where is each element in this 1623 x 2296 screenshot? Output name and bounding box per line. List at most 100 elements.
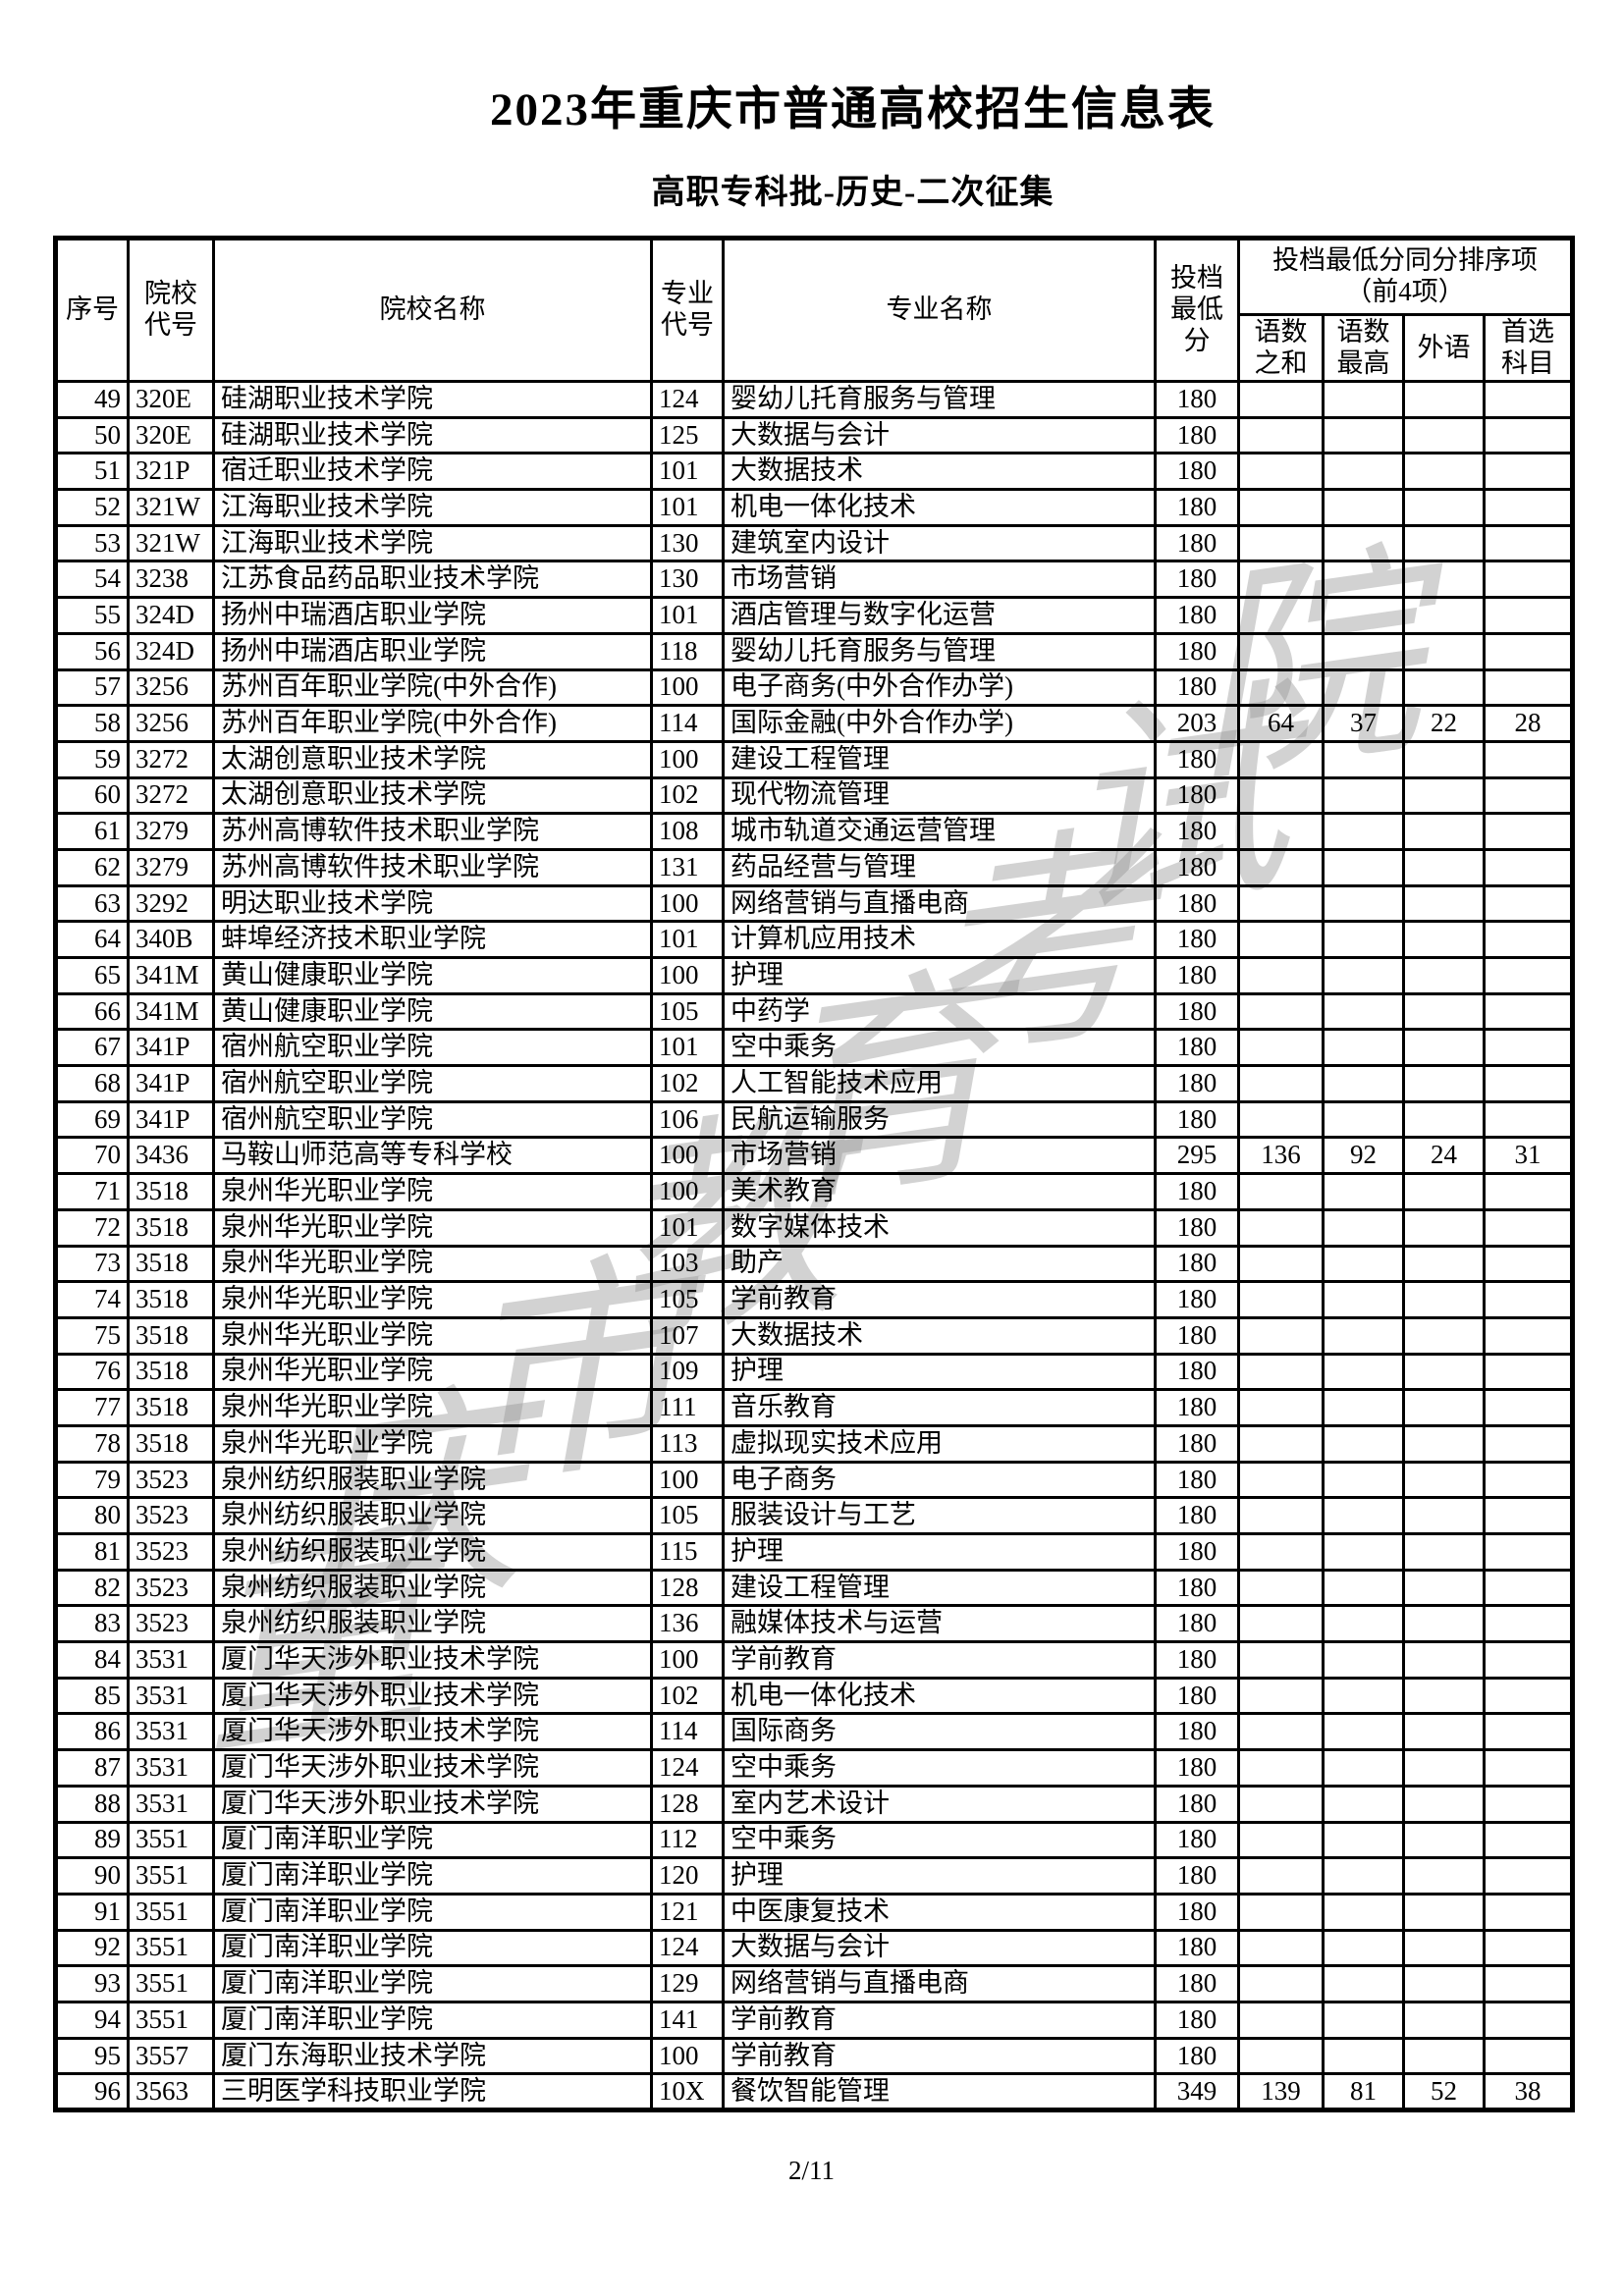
tb-sum-cell — [1237, 631, 1325, 671]
major-name-cell: 室内艺术设计 — [722, 1784, 1157, 1824]
major-name-cell: 人工智能技术应用 — [722, 1064, 1157, 1103]
tb-foreign-cell — [1402, 847, 1486, 887]
college-code-cell: 3518 — [127, 1423, 215, 1464]
table-row: 51 321P 宿迁职业技术学院 101 大数据技术 180 — [54, 452, 1574, 492]
major-code-cell: 125 — [650, 415, 725, 455]
college-name-cell: 厦门南洋职业学院 — [212, 1820, 653, 1860]
tb-max-cell: 92 — [1322, 1136, 1405, 1176]
college-name-cell: 泉州纺织服装职业学院 — [212, 1496, 653, 1535]
college-name-cell: 泉州华光职业学院 — [212, 1352, 653, 1392]
major-name-cell: 国际金融(中外合作办学) — [722, 704, 1157, 743]
tb-subject-cell — [1483, 739, 1574, 779]
tb-foreign-cell — [1402, 631, 1486, 671]
major-code-cell: 10X — [650, 2072, 725, 2111]
tb-subject-cell — [1483, 488, 1574, 527]
tb-foreign-cell: 22 — [1402, 704, 1486, 743]
tb-subject-cell — [1483, 1388, 1574, 1427]
min-score-cell: 180 — [1154, 920, 1240, 959]
college-code-cell: 3523 — [127, 1604, 215, 1644]
college-name-cell: 明达职业技术学院 — [212, 883, 653, 924]
tb-foreign-cell — [1402, 560, 1486, 600]
tb-foreign-cell — [1402, 1099, 1486, 1140]
tb-sum-cell — [1237, 415, 1325, 455]
college-code-cell: 3518 — [127, 1352, 215, 1392]
table-row: 76 3518 泉州华光职业学院 109 护理 180 — [54, 1352, 1574, 1392]
tb-sum-cell — [1237, 1784, 1325, 1824]
header-college-code: 院校 代号 — [127, 237, 215, 383]
seq-cell: 88 — [54, 1784, 130, 1824]
college-name-cell: 厦门华天涉外职业技术学院 — [212, 1676, 653, 1716]
tb-subject-cell: 28 — [1483, 704, 1574, 743]
min-score-cell: 180 — [1154, 631, 1240, 671]
major-code-cell: 101 — [650, 596, 725, 635]
major-name-cell: 学前教育 — [722, 2000, 1157, 2040]
tb-sum-cell — [1237, 1352, 1325, 1392]
tb-sum-cell — [1237, 1496, 1325, 1535]
page-title: 2023年重庆市普通高校招生信息表 — [490, 84, 1216, 135]
tb-subject-cell — [1483, 596, 1574, 635]
min-score-cell: 180 — [1154, 1172, 1240, 1211]
min-score-cell: 180 — [1154, 380, 1240, 419]
tb-foreign-cell — [1402, 1640, 1486, 1680]
tb-sum-cell — [1237, 1207, 1325, 1248]
major-code-cell: 101 — [650, 488, 725, 527]
college-code-cell: 3292 — [127, 883, 215, 924]
tb-subject-cell — [1483, 775, 1574, 816]
tb-subject-cell — [1483, 991, 1574, 1032]
table-row: 87 3531 厦门华天涉外职业技术学院 124 空中乘务 180 — [54, 1748, 1574, 1788]
tb-max-cell: 81 — [1322, 2072, 1405, 2111]
tb-subject-cell — [1483, 2000, 1574, 2040]
tb-foreign-cell — [1402, 920, 1486, 959]
table-row: 83 3523 泉州纺织服装职业学院 136 融媒体技术与运营 180 — [54, 1604, 1574, 1644]
tb-subject-cell — [1483, 1064, 1574, 1103]
table-row: 70 3436 马鞍山师范高等专科学校 100 市场营销 295 136 92 24 31 — [54, 1136, 1574, 1176]
college-code-cell: 3518 — [127, 1388, 215, 1427]
tb-sum-cell — [1237, 1244, 1325, 1284]
college-name-cell: 硅湖职业技术学院 — [212, 380, 653, 419]
tb-subject-cell — [1483, 1315, 1574, 1356]
tb-sum-cell — [1237, 1676, 1325, 1716]
tb-foreign-cell — [1402, 1892, 1486, 1932]
college-name-cell: 黄山健康职业学院 — [212, 956, 653, 995]
college-code-cell: 321W — [127, 523, 215, 563]
tb-subject-cell — [1483, 1748, 1574, 1788]
tb-max-cell — [1322, 1244, 1405, 1284]
major-name-cell: 计算机应用技术 — [722, 920, 1157, 959]
table-row: 57 3256 苏州百年职业学院(中外合作) 100 电子商务(中外合作办学) 180 — [54, 667, 1574, 708]
table-row: 96 3563 三明医学科技职业学院 10X 餐饮智能管理 349 139 81 52 38 — [54, 2072, 1574, 2111]
min-score-cell: 180 — [1154, 1712, 1240, 1752]
min-score-cell: 180 — [1154, 812, 1240, 851]
seq-cell: 63 — [54, 883, 130, 924]
college-code-cell: 340B — [127, 920, 215, 959]
page-subtitle: 高职专科批-历史-二次征集 — [651, 175, 1055, 211]
seq-cell: 59 — [54, 739, 130, 779]
tb-subject-cell — [1483, 1207, 1574, 1248]
major-code-cell: 107 — [650, 1315, 725, 1356]
min-score-cell: 180 — [1154, 1604, 1240, 1644]
college-code-cell: 3551 — [127, 1856, 215, 1896]
tb-sum-cell — [1237, 1099, 1325, 1140]
tb-foreign-cell — [1402, 883, 1486, 924]
college-name-cell: 泉州华光职业学院 — [212, 1423, 653, 1464]
tb-foreign-cell — [1402, 1784, 1486, 1824]
tb-subject-cell — [1483, 1964, 1574, 2003]
college-name-cell: 泉州纺织服装职业学院 — [212, 1532, 653, 1572]
tb-max-cell — [1322, 1604, 1405, 1644]
seq-cell: 57 — [54, 667, 130, 708]
tb-max-cell — [1322, 775, 1405, 816]
college-code-cell: 341P — [127, 1099, 215, 1140]
college-name-cell: 太湖创意职业技术学院 — [212, 775, 653, 816]
tb-foreign-cell — [1402, 1964, 1486, 2003]
tb-sum-cell — [1237, 560, 1325, 600]
min-score-cell: 295 — [1154, 1136, 1240, 1176]
table-row: 92 3551 厦门南洋职业学院 124 大数据与会计 180 — [54, 1928, 1574, 1968]
seq-cell: 82 — [54, 1568, 130, 1608]
min-score-cell: 180 — [1154, 1496, 1240, 1535]
college-name-cell: 扬州中瑞酒店职业学院 — [212, 596, 653, 635]
college-name-cell: 泉州纺织服装职业学院 — [212, 1460, 653, 1500]
min-score-cell: 180 — [1154, 1928, 1240, 1968]
college-name-cell: 宿州航空职业学院 — [212, 1099, 653, 1140]
tb-foreign-cell — [1402, 1315, 1486, 1356]
tb-sum-cell — [1237, 1856, 1325, 1896]
major-name-cell: 大数据与会计 — [722, 1928, 1157, 1968]
